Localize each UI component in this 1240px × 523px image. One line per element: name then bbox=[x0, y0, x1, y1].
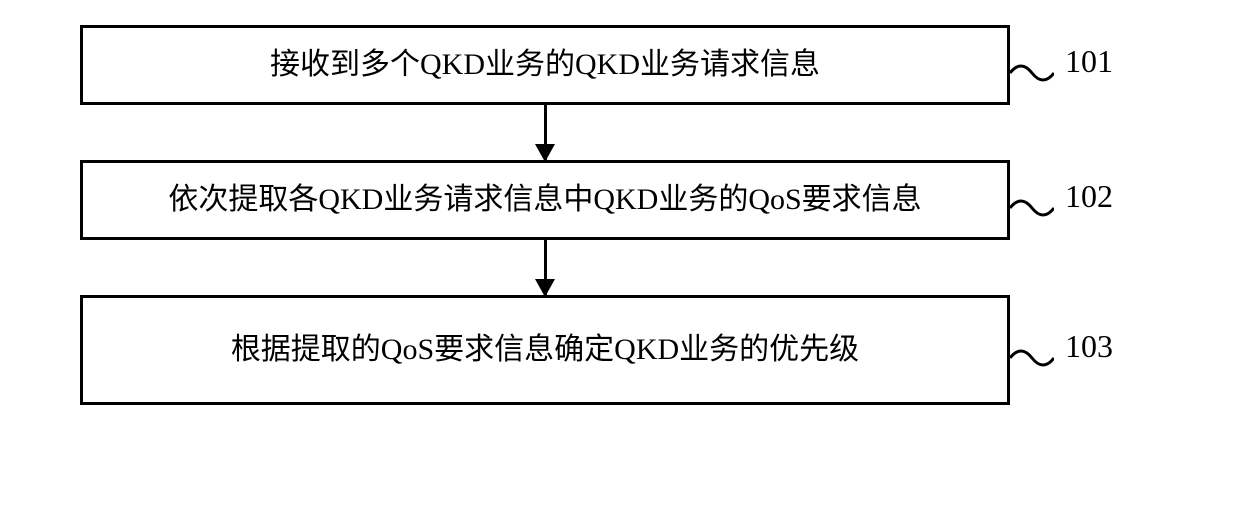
step-2-connector bbox=[1010, 196, 1054, 225]
flowchart-container: 接收到多个QKD业务的QKD业务请求信息 101 依次提取各QKD业务请求信息中… bbox=[80, 25, 1160, 405]
step-1-label: 101 bbox=[1065, 43, 1113, 80]
flowchart-step-3: 根据提取的QoS要求信息确定QKD业务的优先级 bbox=[80, 295, 1010, 405]
step-2-text: 依次提取各QKD业务请求信息中QKD业务的QoS要求信息 bbox=[168, 179, 921, 221]
step-1-text: 接收到多个QKD业务的QKD业务请求信息 bbox=[270, 44, 820, 86]
step-3-text: 根据提取的QoS要求信息确定QKD业务的优先级 bbox=[231, 329, 859, 371]
arrow-2 bbox=[80, 240, 1010, 295]
step-1-connector bbox=[1010, 61, 1054, 90]
flowchart-step-1: 接收到多个QKD业务的QKD业务请求信息 bbox=[80, 25, 1010, 105]
step-3-label: 103 bbox=[1065, 328, 1113, 365]
flowchart-step-2: 依次提取各QKD业务请求信息中QKD业务的QoS要求信息 bbox=[80, 160, 1010, 240]
arrow-1 bbox=[80, 105, 1010, 160]
step-3-connector bbox=[1010, 346, 1054, 375]
step-2-label: 102 bbox=[1065, 178, 1113, 215]
